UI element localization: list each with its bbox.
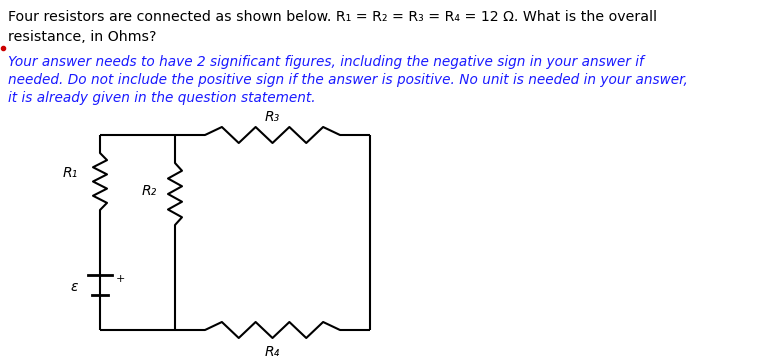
Text: Four resistors are connected as shown below. R₁ = R₂ = R₃ = R₄ = 12 Ω. What is t: Four resistors are connected as shown be…: [8, 10, 657, 24]
Text: R₃: R₃: [265, 110, 280, 124]
Text: Your answer needs to have 2 significant figures, including the negative sign in : Your answer needs to have 2 significant …: [8, 55, 644, 69]
Text: R₄: R₄: [265, 345, 280, 359]
Text: R₁: R₁: [63, 166, 78, 180]
Text: ε: ε: [70, 280, 78, 294]
Text: R₂: R₂: [142, 184, 157, 198]
Text: it is already given in the question statement.: it is already given in the question stat…: [8, 91, 316, 105]
Text: needed. Do not include the positive sign if the answer is positive. No unit is n: needed. Do not include the positive sign…: [8, 73, 688, 87]
Text: resistance, in Ohms?: resistance, in Ohms?: [8, 30, 156, 44]
Text: +: +: [116, 274, 125, 284]
